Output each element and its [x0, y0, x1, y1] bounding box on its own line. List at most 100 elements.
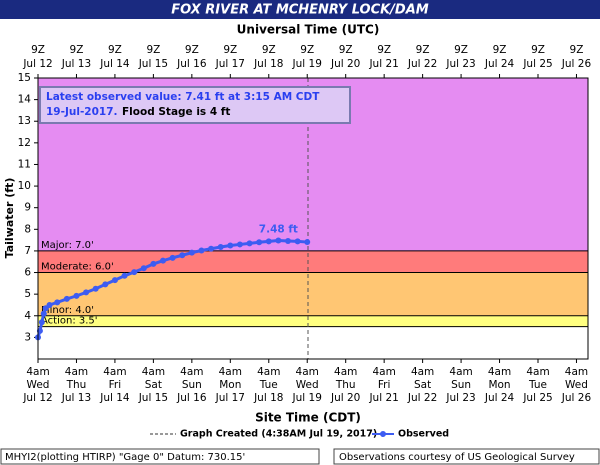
x2-tick-date: Jul 21 [368, 58, 398, 70]
chart-title: FOX RIVER AT MCHENRY LOCK/DAM [171, 3, 429, 18]
x-tick-date: Jul 25 [522, 392, 552, 404]
data-point [188, 249, 195, 256]
x-tick-date: Jul 13 [61, 392, 91, 404]
y-tick-label: 15 [18, 72, 31, 84]
x2-tick-date: Jul 18 [253, 58, 283, 70]
x-tick-date: Jul 12 [22, 392, 52, 404]
x-tick-label: 4am [103, 366, 126, 378]
x-tick-day: Mon [488, 379, 510, 391]
x2-tick-label: 9Z [531, 44, 545, 56]
data-point [140, 265, 147, 272]
x-tick-day: Sun [182, 379, 202, 391]
x2-tick-label: 9Z [185, 44, 199, 56]
peak-label: 7.48 ft [259, 224, 298, 236]
flood-band [38, 272, 588, 316]
data-point [92, 285, 99, 292]
title-bar [0, 0, 600, 19]
data-point [102, 281, 109, 288]
x-tick-date: Jul 23 [445, 392, 475, 404]
data-point [73, 292, 80, 299]
x2-tick-date: Jul 23 [445, 58, 475, 70]
x2-tick-label: 9Z [339, 44, 353, 56]
y-tick-label: 3 [24, 331, 31, 343]
threshold-label: Minor: 4.0' [41, 305, 94, 316]
annotation-flood-stage: Flood Stage is 4 ft [122, 106, 230, 118]
x2-tick-date: Jul 24 [484, 58, 515, 70]
x-tick-label: 4am [296, 366, 319, 378]
threshold-label: Action: 3.5' [41, 316, 98, 327]
x-tick-label: 4am [526, 366, 549, 378]
y-tick-label: 14 [18, 94, 32, 106]
x-axis-label: Site Time (CDT) [255, 411, 361, 425]
x-tick-label: 4am [142, 366, 165, 378]
data-point [111, 277, 118, 284]
data-point [83, 289, 90, 296]
x2-axis-label: Universal Time (UTC) [237, 23, 380, 37]
footer-right: Observations courtesy of US Geological S… [339, 452, 575, 463]
footer-left-box [0, 448, 320, 465]
x-tick-date: Jul 26 [561, 392, 592, 404]
annotation-date: 19-Jul-2017. [46, 106, 118, 118]
x2-tick-date: Jul 26 [561, 58, 592, 70]
x-tick-label: 4am [372, 366, 395, 378]
x-tick-label: 4am [180, 366, 203, 378]
x-tick-day: Thu [335, 379, 356, 391]
x2-tick-date: Jul 22 [407, 58, 437, 70]
data-point [131, 269, 138, 276]
x2-tick-date: Jul 19 [292, 58, 322, 70]
legend-observed-dot [380, 431, 386, 437]
y-tick-label: 9 [24, 202, 31, 214]
y-tick-label: 7 [24, 245, 31, 257]
data-point [63, 295, 70, 302]
y-tick-label: 12 [18, 137, 31, 149]
footer-right-box [333, 448, 600, 465]
x-tick-label: 4am [65, 366, 88, 378]
data-point [179, 252, 186, 259]
x-tick-label: 4am [488, 366, 511, 378]
x-tick-day: Fri [109, 379, 122, 391]
data-point [236, 241, 243, 248]
x2-tick-date: Jul 25 [522, 58, 552, 70]
x2-tick-date: Jul 12 [22, 58, 52, 70]
x-tick-label: 4am [411, 366, 434, 378]
x2-tick-date: Jul 16 [176, 58, 207, 70]
x2-tick-label: 9Z [70, 44, 84, 56]
x2-tick-date: Jul 13 [61, 58, 91, 70]
x-tick-label: 4am [257, 366, 280, 378]
overlay: Action: 3.5'Minor: 4.0' Moderate: 6.0' Maj… [18, 44, 592, 404]
data-point [54, 299, 61, 306]
y-tick-label: 6 [24, 267, 31, 279]
x-tick-label: 4am [26, 366, 49, 378]
data-point [294, 238, 301, 245]
x2-tick-label: 9Z [146, 44, 160, 56]
x-tick-day: Wed [27, 379, 50, 391]
flood-band [38, 315, 588, 327]
threshold-label: Major: 7.0' [41, 240, 94, 251]
data-point [256, 239, 263, 246]
data-point [121, 272, 128, 279]
x-tick-day: Wed [565, 379, 588, 391]
data-point [208, 245, 215, 252]
data-point [169, 254, 176, 261]
x-tick-date: Jul 15 [138, 392, 168, 404]
x2-tick-date: Jul 20 [330, 58, 360, 70]
x-tick-date: Jul 20 [330, 392, 360, 404]
x-tick-date: Jul 24 [484, 392, 515, 404]
y-tick-label: 4 [24, 310, 31, 322]
x2-tick-date: Jul 14 [99, 58, 130, 70]
y-tick-label: 8 [24, 223, 31, 235]
data-point [265, 238, 272, 245]
x-tick-day: Mon [219, 379, 241, 391]
annotation-box [39, 86, 351, 124]
legend-created: Graph Created (4:38AM Jul 19, 2017) [180, 429, 377, 440]
x-tick-date: Jul 16 [176, 392, 207, 404]
x-tick-label: 4am [334, 366, 357, 378]
data-point [38, 319, 45, 326]
x2-tick-label: 9Z [262, 44, 276, 56]
threshold-label: Moderate: 6.0' [41, 262, 114, 273]
x-tick-date: Jul 18 [253, 392, 283, 404]
data-point [246, 240, 253, 247]
footer-left: MHYI2(plotting HTIRP) "Gage 0" Datum: 73… [5, 452, 245, 463]
x2-tick-label: 9Z [570, 44, 584, 56]
